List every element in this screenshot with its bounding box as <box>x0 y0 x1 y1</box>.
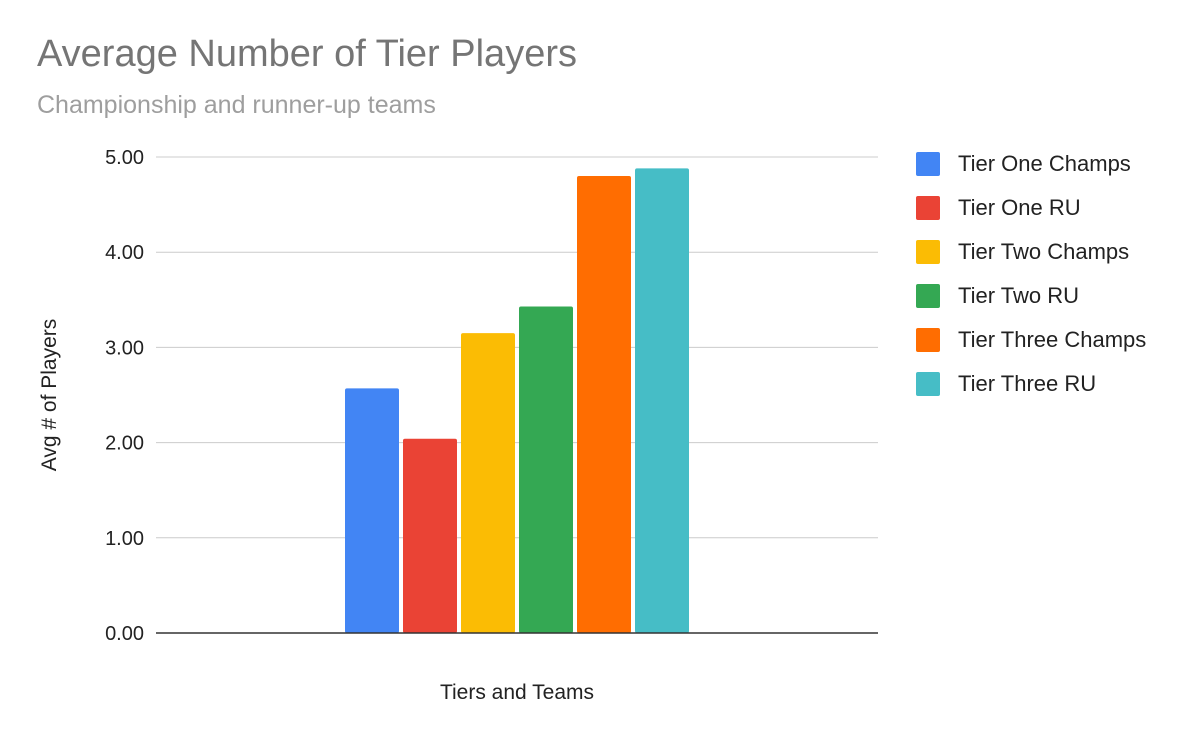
gridlines <box>156 156 878 539</box>
y-tick-label: 5.00 <box>105 147 144 169</box>
y-axis-label: Avg # of Players <box>38 319 61 472</box>
y-tick-label: 4.00 <box>105 242 144 264</box>
legend-swatch <box>916 240 940 264</box>
legend-label: Tier Three RU <box>958 371 1097 396</box>
legend-label: Tier Two RU <box>958 283 1080 308</box>
bar-tier-three-ru <box>635 168 689 633</box>
bar-tier-two-ru <box>519 306 573 633</box>
y-tick-label: 1.00 <box>105 528 144 550</box>
legend-swatch <box>916 372 940 396</box>
bar-tier-one-champs <box>345 388 399 633</box>
bar-tier-one-ru <box>403 438 457 633</box>
legend-item: Tier Two Champs <box>916 230 1146 274</box>
chart-subtitle: Championship and runner-up teams <box>37 91 436 119</box>
legend-item: Tier One RU <box>916 186 1146 230</box>
y-tick-labels: 0.00 1.00 2.00 3.00 4.00 5.00 <box>105 147 144 645</box>
legend-item: Tier Three Champs <box>916 318 1146 362</box>
legend-item: Tier Two RU <box>916 274 1146 318</box>
bar-tier-three-champs <box>577 176 631 634</box>
chart-title: Average Number of Tier Players <box>37 33 577 75</box>
legend-item: Tier Three RU <box>916 362 1146 406</box>
y-tick-label: 3.00 <box>105 337 144 359</box>
legend-label: Tier One Champs <box>958 151 1131 176</box>
bars <box>345 168 689 634</box>
bar-tier-two-champs <box>461 333 515 633</box>
legend-swatch <box>916 328 940 352</box>
legend-swatch <box>916 196 940 220</box>
y-tick-label: 0.00 <box>105 623 144 645</box>
legend-label: Tier One RU <box>958 195 1081 220</box>
legend-swatch <box>916 152 940 176</box>
x-axis-label: Tiers and Teams <box>440 681 594 704</box>
legend-label: Tier Two Champs <box>958 239 1130 264</box>
legend: Tier One Champs Tier One RU Tier Two Champ… <box>916 142 1146 406</box>
legend-swatch <box>916 284 940 308</box>
y-tick-label: 2.00 <box>105 433 144 455</box>
legend-label: Tier Three Champs <box>958 327 1147 352</box>
legend-item: Tier One Champs <box>916 142 1146 186</box>
